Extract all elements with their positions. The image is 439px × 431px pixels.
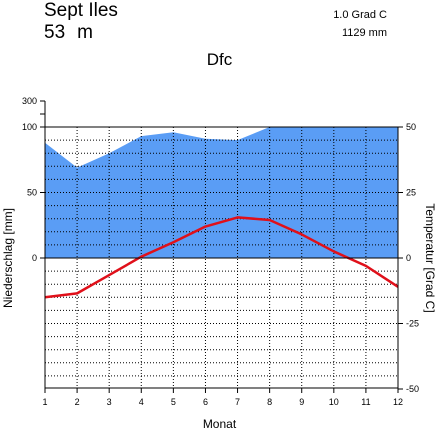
- x-tick-label: 10: [329, 397, 339, 407]
- x-tick-label: 9: [299, 397, 304, 407]
- x-tick-label: 5: [171, 397, 176, 407]
- right-tick-label: 25: [406, 188, 416, 198]
- x-tick-label: 4: [139, 397, 144, 407]
- left-tick-label: 0: [32, 253, 37, 263]
- left-tick-label: 100: [22, 122, 37, 132]
- x-tick-label: 3: [107, 397, 112, 407]
- x-tick-label: 7: [235, 397, 240, 407]
- left-tick-label: 50: [27, 188, 37, 198]
- right-tick-label: -50: [406, 384, 419, 394]
- left-tick-label: 300: [22, 96, 37, 106]
- x-tick-label: 11: [361, 397, 370, 407]
- x-tick-label: 12: [393, 397, 403, 407]
- x-tick-label: 1: [42, 397, 47, 407]
- x-tick-label: 8: [267, 397, 272, 407]
- right-tick-label: 50: [406, 122, 416, 132]
- x-tick-label: 6: [203, 397, 208, 407]
- x-tick-label: 2: [75, 397, 80, 407]
- right-tick-label: 0: [406, 253, 411, 263]
- right-tick-label: -25: [406, 319, 419, 329]
